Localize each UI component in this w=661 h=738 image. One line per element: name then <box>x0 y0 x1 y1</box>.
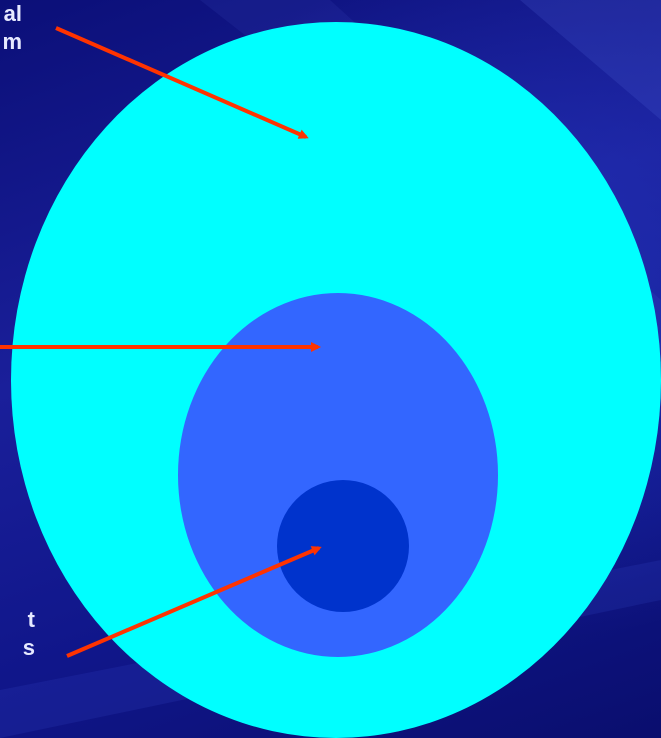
label-outer-circle: al m <box>2 0 22 56</box>
arrow-to-inner-circle <box>66 546 322 658</box>
label-outer-line1: al <box>3 1 22 26</box>
label-outer-line2: m <box>2 29 22 54</box>
inner-circle <box>277 480 409 612</box>
label-inner-circle: t s <box>23 606 35 662</box>
arrow-to-outer-circle <box>55 26 309 139</box>
middle-circle <box>178 293 498 657</box>
label-inner-line2: s <box>22 635 35 660</box>
label-inner-line1: t <box>27 607 35 632</box>
